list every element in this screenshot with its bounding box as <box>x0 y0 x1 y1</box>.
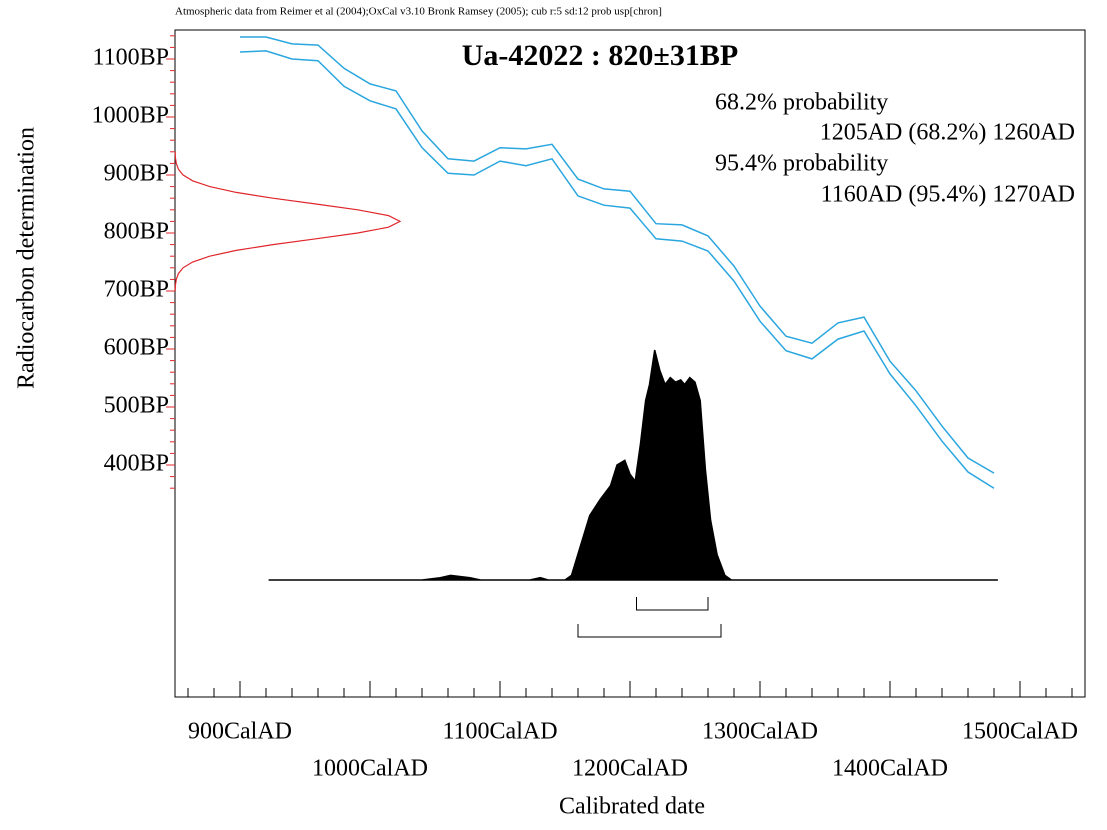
y-tick-label: 500BP <box>104 393 169 419</box>
x-tick-label: 1100CalAD <box>442 719 557 745</box>
x-tick-label: 900CalAD <box>188 719 292 745</box>
chart-title: Ua-42022 : 820±31BP <box>462 39 738 72</box>
x-tick-label: 1400CalAD <box>832 756 948 782</box>
range-heading: 68.2% probability <box>715 90 888 116</box>
calibration-curve <box>240 36 995 474</box>
y-tick-label: 600BP <box>104 335 169 361</box>
y-tick-label: 1000BP <box>92 103 169 129</box>
y-tick-label: 700BP <box>104 277 169 303</box>
y-tick-label: 800BP <box>104 219 169 245</box>
x-tick-label: 1500CalAD <box>962 719 1078 745</box>
range-bracket <box>577 624 722 638</box>
calibrated-distribution <box>268 349 998 581</box>
x-axis-label: Calibrated date <box>559 794 705 820</box>
chart-subtitle: Atmospheric data from Reimer et al (2004… <box>175 6 662 18</box>
y-tick-label: 400BP <box>104 451 169 477</box>
y-axis-label: Radiocarbon determination <box>14 127 40 389</box>
y-tick-label: 900BP <box>104 161 169 187</box>
range-text: 1205AD (68.2%) 1260AD <box>820 120 1075 146</box>
x-tick-label: 1300CalAD <box>702 719 818 745</box>
range-text: 1160AD (95.4%) 1270AD <box>821 182 1075 208</box>
y-tick-label: 1100BP <box>93 45 169 71</box>
range-heading: 95.4% probability <box>715 151 888 177</box>
x-tick-label: 1200CalAD <box>572 756 688 782</box>
range-bracket <box>636 597 709 611</box>
x-tick-label: 1000CalAD <box>312 756 428 782</box>
radiocarbon-distribution <box>174 151 402 292</box>
calibration-curve <box>239 50 995 489</box>
